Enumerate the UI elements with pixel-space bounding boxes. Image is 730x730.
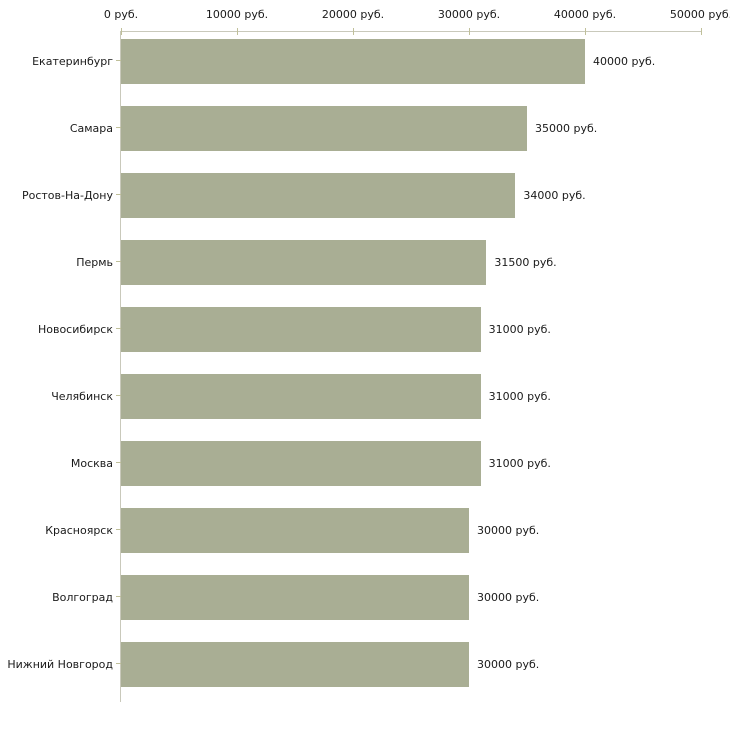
bar-row: Екатеринбург 40000 руб. <box>32 32 701 99</box>
y-axis-tick-mark <box>116 194 121 195</box>
bar <box>121 306 481 352</box>
y-axis-tick-mark <box>116 462 121 463</box>
x-axis-tick-label: 30000 руб. <box>437 8 501 21</box>
value-label: 40000 руб. <box>593 54 656 68</box>
bar <box>121 507 469 553</box>
category-label: Новосибирск <box>37 322 113 336</box>
value-label: 31000 руб. <box>488 322 551 336</box>
x-axis-tick-label: 20000 руб. <box>321 8 385 21</box>
category-label: Пермь <box>76 255 113 269</box>
value-label: 30000 руб. <box>477 657 540 671</box>
bar-track: 40000 руб. <box>121 38 701 84</box>
bar <box>121 105 527 151</box>
bar-track: 30000 руб. <box>121 507 701 553</box>
bar <box>121 440 481 486</box>
value-label: 34000 руб. <box>523 188 586 202</box>
x-axis-tick-label: 50000 руб. <box>669 8 730 21</box>
bar-row: Нижний Новгород 30000 руб. <box>7 635 701 702</box>
bar-track: 35000 руб. <box>121 105 701 151</box>
value-label: 30000 руб. <box>477 590 540 604</box>
x-axis-tick-label: 40000 руб. <box>553 8 617 21</box>
category-label: Красноярск <box>45 523 113 537</box>
y-axis-tick-mark <box>116 663 121 664</box>
category-label: Екатеринбург <box>32 54 113 68</box>
bar-row: Ростов-На-Дону 34000 руб. <box>22 166 701 233</box>
bar <box>121 574 469 620</box>
y-axis-tick-mark <box>116 529 121 530</box>
bar-track: 31000 руб. <box>121 440 701 486</box>
x-axis-tick-label: 10000 руб. <box>205 8 269 21</box>
bar <box>121 172 516 218</box>
x-axis-tick-mark <box>700 28 702 35</box>
bar <box>121 373 481 419</box>
bar <box>121 38 585 84</box>
y-axis-tick-mark <box>116 127 121 128</box>
y-axis-tick-mark <box>116 395 121 396</box>
x-axis-tick-mark <box>584 28 586 35</box>
value-label: 30000 руб. <box>477 523 540 537</box>
bar-track: 31000 руб. <box>121 373 701 419</box>
x-axis-tick-mark <box>468 28 470 35</box>
y-axis-tick-mark <box>116 60 121 61</box>
bar-row: Самара 35000 руб. <box>70 99 701 166</box>
bar-row: Челябинск 31000 руб. <box>51 367 701 434</box>
bar-track: 31000 руб. <box>121 306 701 352</box>
bar-track: 30000 руб. <box>121 641 701 687</box>
x-axis-tick-label: 0 руб. <box>103 8 139 21</box>
category-label: Челябинск <box>51 389 113 403</box>
bar-row: Москва 31000 руб. <box>71 434 701 501</box>
category-label: Москва <box>70 456 113 470</box>
value-label: 31000 руб. <box>488 456 551 470</box>
bar-row: Пермь 31500 руб. <box>76 233 701 300</box>
plot-area: 0 руб. 10000 руб. 20000 руб. 30000 руб. … <box>7 8 730 702</box>
category-label: Нижний Новгород <box>7 657 113 671</box>
y-axis-tick-mark <box>116 328 121 329</box>
bar-row: Волгоград 30000 руб. <box>52 568 701 635</box>
value-label: 31000 руб. <box>488 389 551 403</box>
bar <box>121 239 487 285</box>
bar-row: Новосибирск 31000 руб. <box>38 300 701 367</box>
value-label: 31500 руб. <box>494 255 557 269</box>
y-axis-tick-mark <box>116 596 121 597</box>
x-axis-tick-mark <box>352 28 354 35</box>
category-label: Самара <box>69 121 113 135</box>
x-axis-tick-mark <box>236 28 238 35</box>
bar-track: 34000 руб. <box>121 172 701 218</box>
bar-row: Красноярск 30000 руб. <box>45 501 701 568</box>
value-label: 35000 руб. <box>535 121 598 135</box>
bar-track: 30000 руб. <box>121 574 701 620</box>
bar <box>121 641 469 687</box>
category-label: Волгоград <box>52 590 113 604</box>
x-axis-tick-mark <box>120 28 122 35</box>
y-axis-tick-mark <box>116 261 121 262</box>
category-label: Ростов-На-Дону <box>21 188 113 202</box>
bar-track: 31500 руб. <box>121 239 701 285</box>
